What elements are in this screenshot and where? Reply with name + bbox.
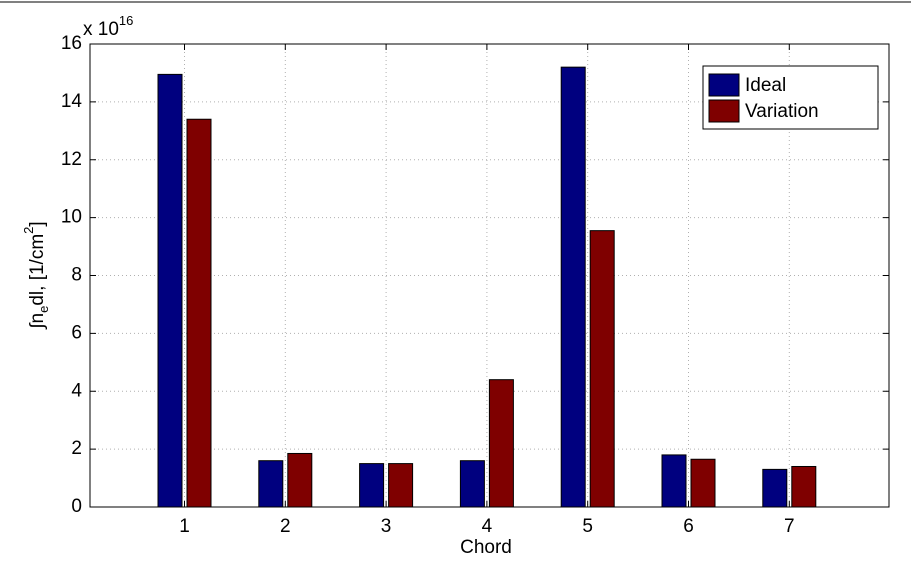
bar: [258, 460, 284, 508]
legend-label: Ideal: [745, 75, 786, 96]
y-tick-label: 4: [71, 380, 82, 401]
bar: [690, 458, 716, 508]
multiplier-exponent: 16: [119, 13, 133, 28]
y-label-part: ∫n: [27, 313, 48, 330]
legend-swatch: [708, 73, 740, 97]
y-tick-label: 14: [61, 91, 83, 112]
y-tick-label: 8: [71, 265, 82, 286]
x-tick-label: 3: [381, 516, 392, 537]
y-tick-label: 16: [61, 33, 82, 54]
x-tick-label: 1: [179, 516, 190, 537]
bar: [388, 463, 414, 508]
legend-swatch: [708, 99, 740, 123]
bar: [359, 463, 385, 508]
y-label-part: dl, [1/cm: [27, 234, 48, 306]
y-label-part: ]: [27, 221, 48, 226]
x-tick-label: 2: [280, 516, 291, 537]
y-label-part: 2: [21, 227, 36, 234]
bar: [762, 468, 788, 508]
bar: [791, 465, 817, 508]
y-tick-label: 12: [61, 149, 82, 170]
x-axis-label: Chord: [460, 537, 512, 558]
multiplier-base: x 10: [83, 19, 119, 40]
y-axis-label: ∫nedl, [1/cm2]: [21, 221, 51, 329]
bar: [589, 230, 615, 508]
x-tick-label: 4: [482, 516, 493, 537]
y-tick-label: 0: [71, 496, 82, 517]
plot-frame: [89, 43, 890, 508]
bar: [459, 460, 485, 508]
bar: [560, 66, 586, 508]
bar: [287, 452, 313, 508]
y-tick-label: 6: [71, 322, 82, 343]
x-tick-label: 6: [683, 516, 694, 537]
y-tick-label: 2: [71, 438, 82, 459]
x-tick-label: 5: [582, 516, 593, 537]
bar: [488, 379, 514, 508]
y-tick-label: 10: [61, 207, 82, 228]
x-tick-label: 7: [784, 516, 795, 537]
axis-multiplier: x 1016: [83, 13, 133, 40]
bar: [186, 118, 212, 508]
legend-label: Variation: [745, 101, 819, 122]
bar: [157, 73, 183, 508]
bar: [661, 454, 687, 508]
y-label-part: e: [36, 306, 51, 313]
